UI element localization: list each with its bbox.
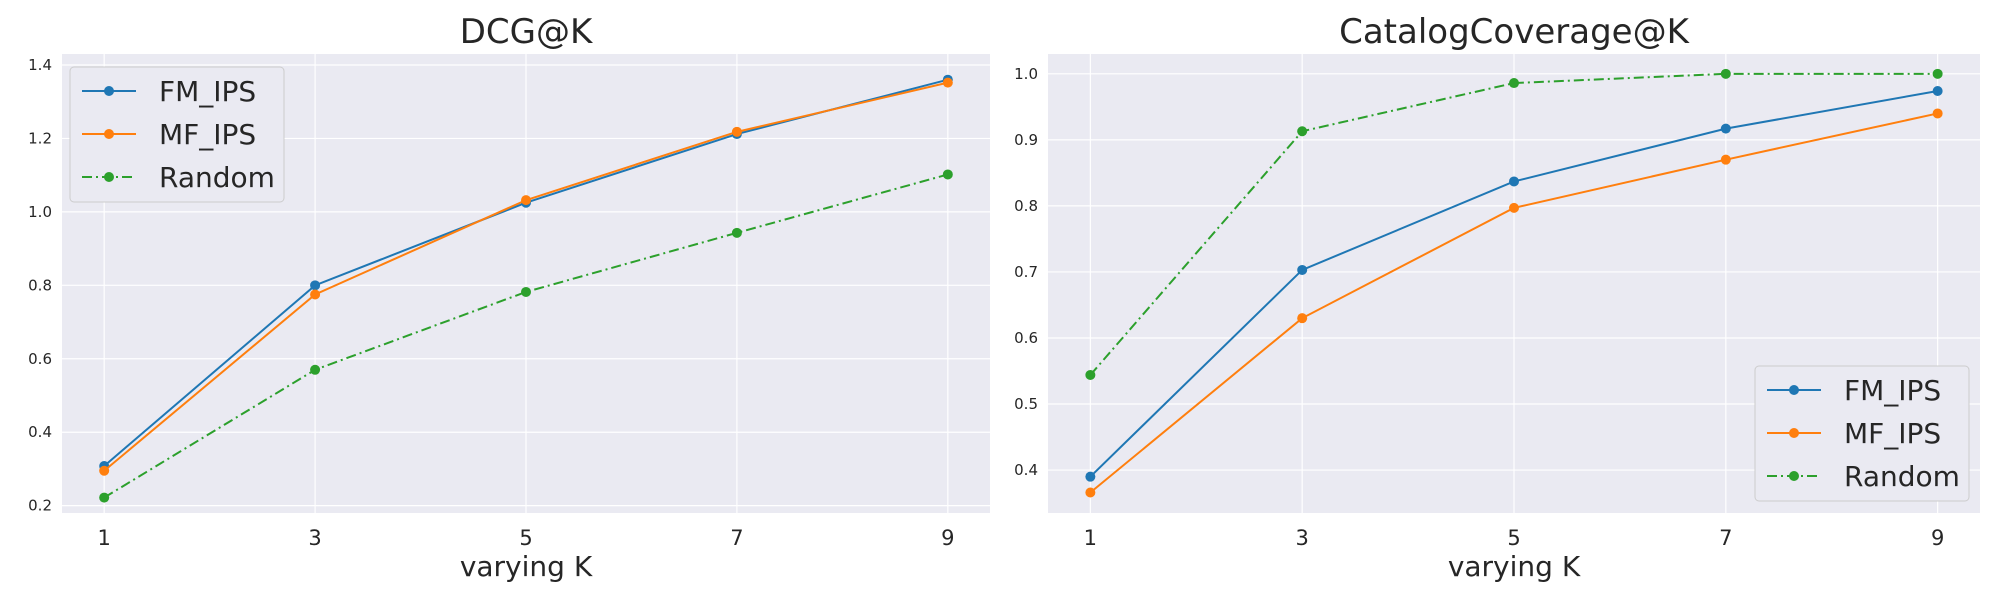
- legend: FM_IPS MF_IPS Random: [69, 66, 285, 203]
- x-tick-label: 5: [1507, 526, 1520, 550]
- y-tick-label: 0.8: [1014, 197, 1038, 215]
- legend-marker: [104, 86, 114, 96]
- data-point: [99, 465, 110, 476]
- data-point: [1932, 68, 1943, 79]
- data-point: [1085, 369, 1096, 380]
- data-point: [1509, 78, 1519, 89]
- x-tick-label: 5: [519, 526, 532, 550]
- legend-marker: [1789, 385, 1799, 395]
- x-tick-label: 1: [97, 526, 110, 550]
- data-point: [731, 227, 742, 238]
- series-line-random: [103, 173, 949, 499]
- x-axis-label: varying K: [460, 550, 593, 583]
- data-point: [310, 280, 321, 291]
- catalog-coverage-chart: 0.4 0.5 0.6 0.7 0.8 0.9 1.0 1 3 5 7 9 CatalogCoverag…: [1014, 12, 1980, 583]
- legend-label: FM_IPS: [1844, 374, 1941, 407]
- y-tick-label: 0.6: [1014, 329, 1038, 347]
- legend-label: Random: [1844, 460, 1960, 493]
- data-point: [310, 289, 321, 300]
- y-tick-label: 0.9: [1014, 131, 1038, 149]
- chart-title: CatalogCoverage@K: [1339, 12, 1690, 52]
- legend-marker: [104, 129, 114, 139]
- dcg-chart: 0.2 0.4 0.6 0.8 1.0 1.2 1.4 1 3 5 7 9 DCG@K varying K…: [28, 12, 990, 583]
- data-point: [1297, 313, 1308, 324]
- y-tick-label: 1.4: [28, 56, 52, 74]
- y-tick-label: 0.4: [1014, 461, 1038, 479]
- y-tick-label: 0.2: [28, 497, 52, 515]
- legend-marker: [1789, 428, 1799, 438]
- data-point: [310, 364, 321, 375]
- legend: FM_IPS MF_IPS Random: [1754, 365, 1970, 502]
- legend-box: [69, 66, 285, 203]
- legend-marker: [1789, 471, 1799, 481]
- y-tick-label: 0.6: [28, 350, 52, 368]
- data-point: [1297, 126, 1308, 137]
- x-tick-label: 9: [1931, 526, 1944, 550]
- legend-box: [1754, 365, 1970, 502]
- legend-label: MF_IPS: [1844, 417, 1941, 450]
- data-point: [521, 195, 531, 206]
- y-tick-label: 0.5: [1014, 395, 1038, 413]
- data-point: [1720, 68, 1731, 79]
- data-point: [731, 126, 742, 137]
- y-tick-label: 1.0: [28, 203, 52, 221]
- data-point: [942, 169, 953, 180]
- data-point: [1932, 108, 1943, 119]
- x-axis-label: varying K: [1448, 550, 1581, 583]
- data-point: [99, 492, 110, 503]
- data-point: [1932, 85, 1943, 96]
- data-point: [1509, 202, 1519, 213]
- legend-label: FM_IPS: [159, 75, 256, 108]
- legend-label: Random: [159, 161, 275, 194]
- data-point: [942, 77, 953, 88]
- y-tick-label: 0.8: [28, 276, 52, 294]
- data-point: [1085, 471, 1096, 482]
- y-tick-label: 0.7: [1014, 263, 1038, 281]
- x-tick-label: 3: [308, 526, 321, 550]
- data-point: [1720, 123, 1731, 134]
- x-tick-label: 7: [730, 526, 743, 550]
- data-point: [1509, 176, 1519, 187]
- legend-marker: [104, 172, 114, 182]
- x-tick-label: 7: [1719, 526, 1732, 550]
- x-tick-label: 9: [941, 526, 954, 550]
- legend-label: MF_IPS: [159, 118, 256, 151]
- data-point: [1297, 264, 1308, 275]
- chart-title: DCG@K: [460, 12, 594, 52]
- data-point: [1085, 487, 1096, 498]
- x-tick-label: 1: [1084, 526, 1097, 550]
- x-tick-label: 3: [1295, 526, 1308, 550]
- data-point: [1720, 154, 1731, 165]
- y-tick-label: 0.4: [28, 423, 52, 441]
- y-tick-label: 1.0: [1014, 65, 1038, 83]
- data-point: [521, 286, 531, 297]
- y-tick-label: 1.2: [28, 129, 52, 147]
